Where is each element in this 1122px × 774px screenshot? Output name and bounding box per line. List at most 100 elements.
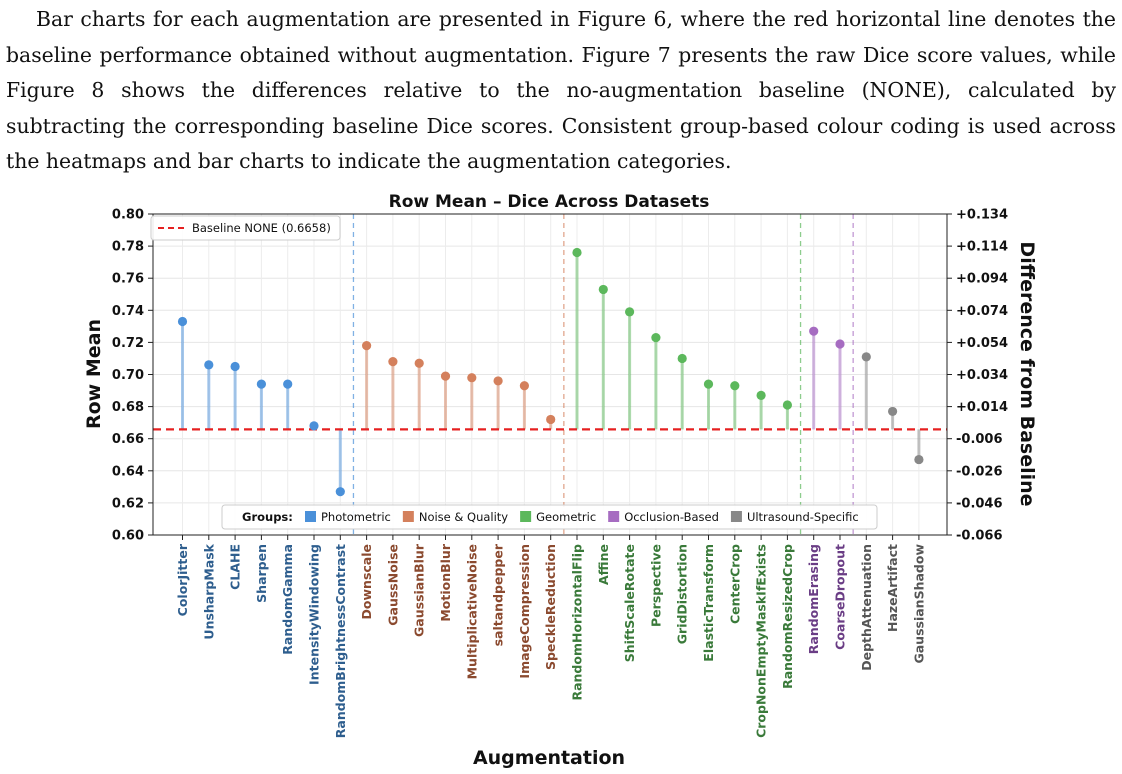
y-tick-right-label: -0.026 <box>956 464 1003 479</box>
x-tick-label: GaussianBlur <box>412 543 427 637</box>
point-GaussNoise <box>388 357 398 367</box>
x-tick-label: CenterCrop <box>727 544 742 624</box>
x-tick-label: IntensityWindowing <box>307 544 322 685</box>
x-tick-label: RandomGamma <box>280 544 295 655</box>
paragraph-text: Bar charts for each augmentation are pre… <box>6 7 1116 174</box>
x-tick-label: CoarseDropout <box>833 544 848 650</box>
x-tick-label: RandomHorizontalFlip <box>570 544 585 701</box>
x-tick-label: Perspective <box>648 544 663 627</box>
point-MotionBlur <box>440 371 451 381</box>
x-tick-label: ElasticTransform <box>701 544 716 662</box>
x-tick-label: MotionBlur <box>438 543 453 621</box>
y-tick-right-label: +0.014 <box>956 400 1008 415</box>
x-tick-label: RandomResizedCrop <box>780 544 795 689</box>
x-tick-label: ColorJitter <box>175 543 190 616</box>
baseline-legend: Baseline NONE (0.6658) <box>150 215 341 241</box>
x-tick-label: CLAHE <box>228 544 243 590</box>
point-Sharpen <box>256 379 266 389</box>
point-ColorJitter <box>177 316 188 327</box>
y-tick-right-label: -0.006 <box>956 432 1003 447</box>
y-tick-right-label: +0.074 <box>956 304 1008 319</box>
point-GaussianBlur <box>414 358 424 368</box>
y-tick-right-label: +0.134 <box>956 208 1008 223</box>
chart-title: Row Mean – Dice Across Datasets <box>389 192 710 212</box>
x-tick-label: CropNonEmptyMaskIfExists <box>754 544 769 738</box>
point-Downscale <box>362 341 372 351</box>
y-tick-label: 0.74 <box>112 304 144 319</box>
point-Affine <box>598 284 608 295</box>
y-axis-label: Row Mean <box>83 319 105 429</box>
legend-label: Geometric <box>536 510 596 524</box>
legend-swatch <box>402 511 414 522</box>
y-ticks-right: -0.066 -0.046 -0.026 -0.006 +0.014 +0.034 +0.0… <box>947 208 1008 544</box>
x-tick-label: HazeArtifact <box>885 544 900 632</box>
y-tick-right-label: +0.114 <box>956 240 1008 255</box>
point-ImageCompression <box>519 381 530 391</box>
x-tick-label: GaussianShadow <box>911 544 926 664</box>
x-tick-label: SpeckleReduction <box>543 544 558 670</box>
groups-legend-title: Groups: <box>242 510 293 524</box>
point-RandomErasing <box>809 326 819 336</box>
groups-legend: Groups: Photometric Noise & Quality Geomet… <box>221 504 878 530</box>
point-RandomBrightnessContrast <box>335 487 345 497</box>
x-axis-label: Augmentation <box>473 747 625 769</box>
point-UnsharpMask <box>204 360 214 370</box>
x-tick-label: GaussNoise <box>385 544 400 626</box>
legend-swatch <box>608 511 620 522</box>
legend-label: Ultrasound-Specific <box>747 510 859 524</box>
y-tick-label: 0.72 <box>112 336 144 351</box>
stems <box>181 252 921 492</box>
point-Perspective <box>651 332 661 343</box>
y-tick-label: 0.64 <box>112 464 144 479</box>
point-CLAHE <box>230 361 240 372</box>
body-paragraph: Bar charts for each augmentation are pre… <box>6 2 1116 180</box>
x-tick-label: Sharpen <box>254 544 269 603</box>
point-RandomGamma <box>283 379 293 389</box>
legend-swatch <box>730 511 742 522</box>
y-tick-right-label: -0.066 <box>956 529 1003 544</box>
grid <box>153 213 947 536</box>
y-tick-label: 0.78 <box>112 240 144 255</box>
x-tick-label: ImageCompression <box>517 544 532 679</box>
y-tick-label: 0.70 <box>112 368 144 383</box>
x-tick-label: RandomErasing <box>806 544 821 654</box>
x-tick-label: saltandpepper <box>491 543 506 646</box>
legend-label: Photometric <box>321 510 391 524</box>
x-tick-label: ShiftScaleRotate <box>622 544 637 662</box>
y-tick-label: 0.76 <box>112 272 144 287</box>
legend-label: Noise & Quality <box>419 510 508 524</box>
point-SpeckleReduction <box>546 414 556 425</box>
point-IntensityWindowing <box>309 421 319 431</box>
x-tick-label: MultiplicativeNoise <box>464 544 479 679</box>
baseline-legend-label: Baseline NONE (0.6658) <box>192 221 331 235</box>
x-tick-label: Downscale <box>359 544 374 619</box>
point-HazeArtifact <box>888 406 898 417</box>
x-tick-label: UnsharpMask <box>201 543 216 639</box>
y-tick-right-label: +0.034 <box>956 368 1008 383</box>
x-tick-label: RandomBrightnessContrast <box>333 544 348 738</box>
y-tick-label: 0.62 <box>112 496 144 511</box>
y-tick-right-label: +0.054 <box>956 336 1008 351</box>
legend-swatch <box>520 511 532 522</box>
y-axis-label-right: Difference from Baseline <box>1016 241 1038 506</box>
point-ShiftScaleRotate <box>625 307 635 317</box>
point-MultiplicativeNoise <box>467 373 477 383</box>
point-CropNonEmptyMaskIfExists <box>756 390 766 400</box>
x-tick-label: DepthAttenuation <box>859 544 874 671</box>
y-tick-label: 0.60 <box>112 529 144 544</box>
y-tick-label: 0.68 <box>112 400 144 415</box>
x-tick-label: GridDistortion <box>675 544 690 644</box>
point-saltandpepper <box>493 376 503 386</box>
point-RandomHorizontalFlip <box>572 247 582 258</box>
legend-swatch <box>305 511 316 522</box>
y-tick-right-label: -0.046 <box>956 496 1003 511</box>
point-CenterCrop <box>730 381 740 391</box>
y-tick-label: 0.66 <box>112 432 144 447</box>
point-GaussianShadow <box>914 454 924 465</box>
y-tick-label: 0.80 <box>112 208 144 223</box>
points <box>177 247 924 497</box>
point-RandomResizedCrop <box>782 400 793 410</box>
point-GridDistortion <box>677 353 687 364</box>
legend-label: Occlusion-Based <box>624 510 719 524</box>
